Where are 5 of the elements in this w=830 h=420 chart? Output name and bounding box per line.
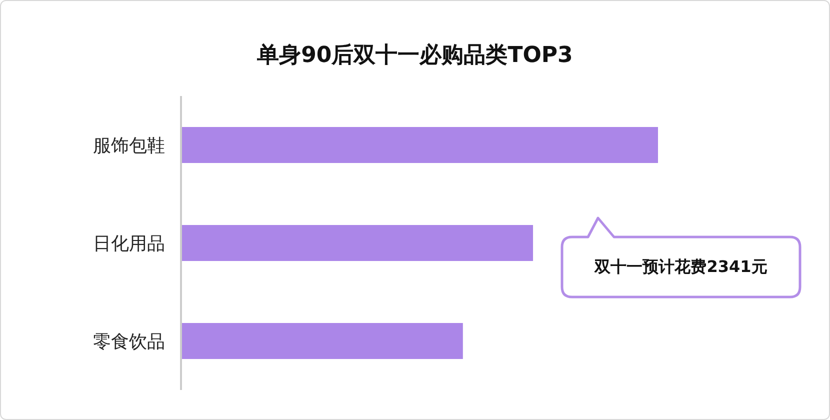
y-tick-label: 日化用品 xyxy=(93,233,165,254)
y-tick-label: 零食饮品 xyxy=(93,331,165,352)
y-tick-label: 服饰包鞋 xyxy=(93,135,165,156)
annotation: 双十一预计花费2341元 xyxy=(593,256,768,278)
chart-title: 单身90后双十一必购品类TOP3 xyxy=(256,42,574,70)
